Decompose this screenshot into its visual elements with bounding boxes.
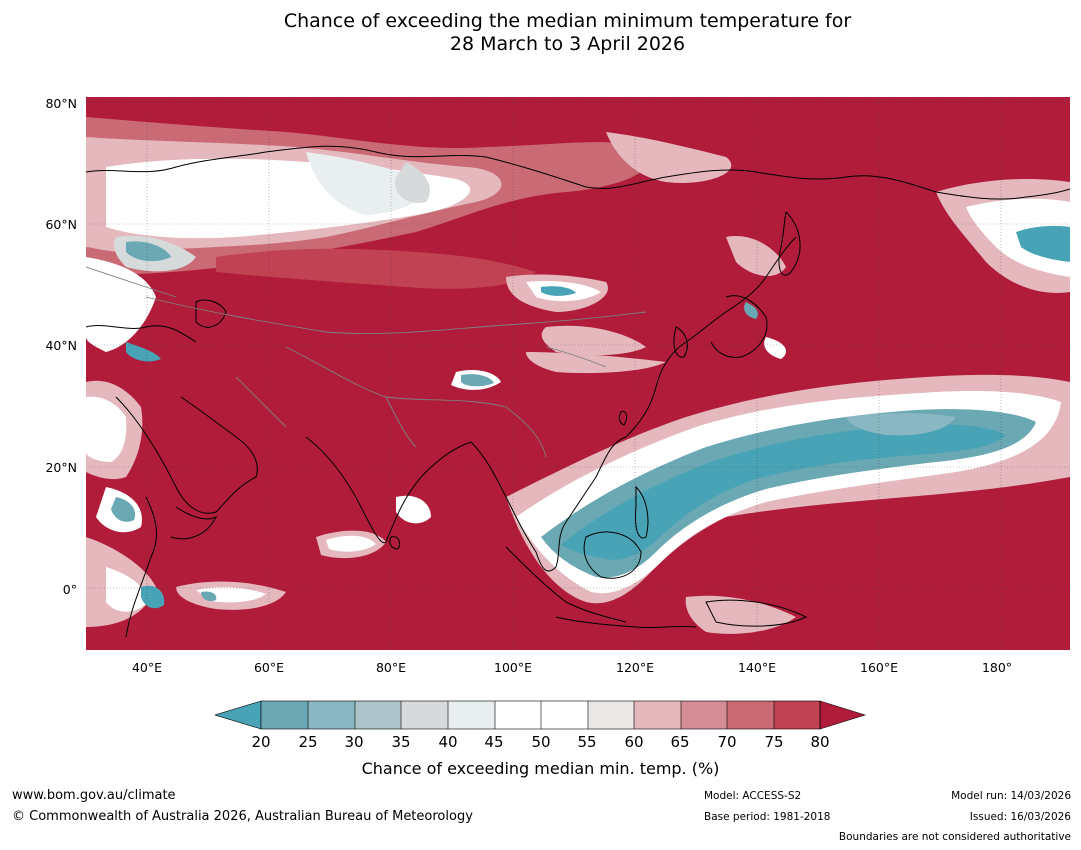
north-pacific-region [936, 179, 1070, 293]
colorbar-tick-80: 80 [810, 733, 830, 751]
footer-base-period: Base period: 1981-2018 [704, 811, 831, 823]
indian-ocean-region [86, 380, 796, 634]
country-boundaries [86, 266, 647, 458]
lon-label-140e: 140°E [737, 660, 777, 675]
footer-copyright: © Commonwealth of Australia 2026, Austra… [12, 809, 473, 824]
lon-label-100e: 100°E [493, 660, 533, 675]
map-title: Chance of exceeding the median minimum t… [0, 10, 1081, 56]
colorbar-bin-70-75 [727, 701, 774, 729]
map-canvas [86, 97, 1070, 650]
colorbar-bin-20-25 [261, 701, 308, 729]
colorbar-label: Chance of exceeding median min. temp. (%… [361, 759, 720, 778]
colorbar-tick-40: 40 [438, 733, 458, 751]
lat-label-20n: 20°N [45, 460, 77, 475]
colorbar-tick-60: 60 [624, 733, 644, 751]
colorbar-bin-60-65 [634, 701, 681, 729]
colorbar-tick-50: 50 [531, 733, 551, 751]
colorbar-tick-25: 25 [298, 733, 318, 751]
colorbar-tick-65: 65 [670, 733, 690, 751]
colorbar-tick-70: 70 [717, 733, 737, 751]
colorbar-bin-35-40 [401, 701, 448, 729]
coastlines [86, 145, 1070, 638]
lon-label-40e: 40°E [131, 660, 163, 675]
lon-label-160e: 160°E [859, 660, 899, 675]
lon-label-120e: 120°E [615, 660, 655, 675]
footer-issued: Issued: 16/03/2026 [969, 811, 1071, 823]
lat-label-40n: 40°N [45, 338, 77, 353]
colorbar-tick-75: 75 [764, 733, 784, 751]
probability-map [86, 97, 1070, 650]
colorbar-bin-55-60 [588, 701, 634, 729]
colorbar-bin-30-35 [355, 701, 401, 729]
colorbar-bin-65-70 [681, 701, 727, 729]
title-line-2: 28 March to 3 April 2026 [449, 33, 686, 55]
lat-label-60n: 60°N [45, 217, 77, 232]
colorbar-tick-35: 35 [391, 733, 411, 751]
colorbar-tick-55: 55 [577, 733, 597, 751]
footer-model-run: Model run: 14/03/2026 [951, 790, 1071, 802]
colorbar-bin-75-80 [774, 701, 820, 729]
colorbar-tick-20: 20 [251, 733, 271, 751]
northern-eurasia-region [86, 117, 732, 362]
footer-model: Model: ACCESS-S2 [704, 790, 802, 802]
colorbar [215, 700, 867, 730]
colorbar-bin-45-50 [495, 701, 541, 729]
lon-label-180: 180° [981, 660, 1013, 675]
lon-label-60e: 60°E [253, 660, 285, 675]
lon-label-80e: 80°E [375, 660, 407, 675]
footer-disclaimer: Boundaries are not considered authoritat… [838, 831, 1071, 843]
colorbar-tick-45: 45 [484, 733, 504, 751]
colorbar-low-arrow [215, 700, 262, 730]
colorbar-bin-50-55 [541, 701, 588, 729]
colorbar-bin-40-45 [448, 701, 495, 729]
central-asia-region [451, 236, 786, 390]
lat-label-80n: 80°N [45, 96, 77, 111]
lat-label-0: 0° [62, 582, 77, 597]
footer-url[interactable]: www.bom.gov.au/climate [12, 788, 176, 803]
graticule [86, 97, 1070, 650]
colorbar-high-arrow [819, 700, 867, 730]
colorbar-bin-25-30 [308, 701, 355, 729]
west-pacific-region [506, 374, 1070, 604]
colorbar-tick-30: 30 [344, 733, 364, 751]
title-line-1: Chance of exceeding the median minimum t… [283, 10, 852, 32]
